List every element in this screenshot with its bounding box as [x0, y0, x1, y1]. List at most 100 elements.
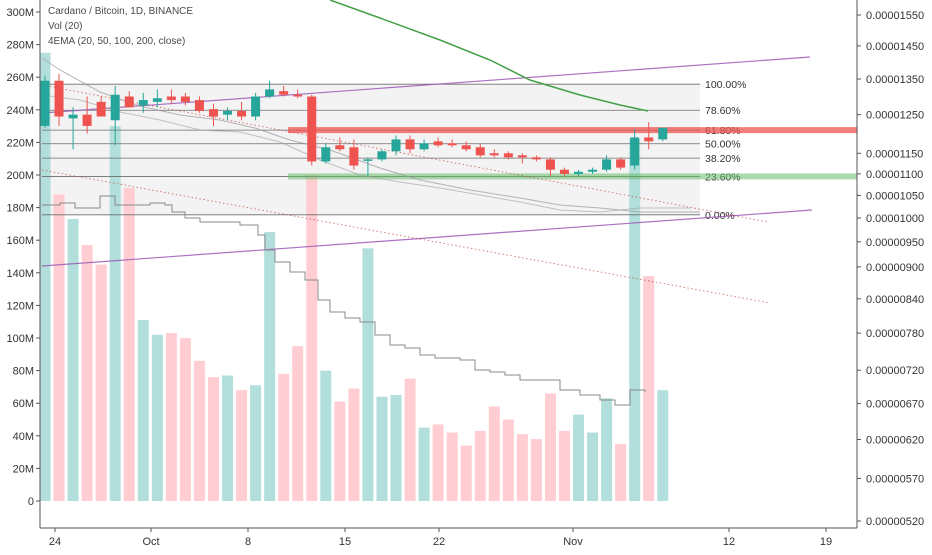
volume-ma-line: [42, 195, 646, 406]
left-tick-label: 180M: [6, 203, 34, 215]
volume-bar: [544, 393, 556, 501]
ema-200-line: [329, 0, 649, 112]
volume-bar: [264, 232, 276, 502]
candle-body: [588, 169, 598, 172]
candle-body: [630, 137, 640, 166]
volume-bar: [123, 188, 135, 502]
volume-bar: [376, 396, 388, 501]
right-tick-label: 0.00001150: [866, 148, 923, 160]
fib-label: 38.20%: [705, 153, 741, 165]
right-tick-label: 0.00001000: [866, 213, 924, 225]
fib-label: 0.00%: [705, 210, 735, 222]
left-tick-label: 300M: [6, 7, 34, 19]
fib-levels: 100.00%78.60%61.80%50.00%38.20%23.60%0.0…: [42, 79, 746, 222]
fib-label: 100.00%: [705, 79, 746, 91]
legend-ema-indicator: 4EMA (20, 50, 100, 200, close): [48, 36, 186, 47]
candle-body: [293, 94, 303, 97]
candle-body: [82, 114, 92, 126]
candle-body: [658, 127, 668, 140]
trendline-lower: [41, 169, 771, 304]
candle-body: [489, 153, 499, 156]
candle-body: [265, 89, 275, 97]
candle-body: [335, 145, 345, 150]
candle-body: [110, 94, 120, 121]
candle-body: [447, 143, 457, 146]
right-tick-label: 0.00001350: [866, 74, 924, 86]
volume-bar: [601, 398, 613, 501]
candle-body: [68, 114, 78, 119]
candle-body: [180, 96, 190, 102]
volume-bar: [334, 401, 346, 501]
candle-body: [194, 100, 204, 111]
volume-bar: [432, 424, 444, 501]
legend: Cardano / Bitcoin, 1D, BINANCE Vol (20) …: [48, 4, 193, 49]
volume-bar: [67, 219, 79, 501]
left-axis-ticks: 300M 280M 260M 240M 220M 200M 180M 160M 140M 120M…: [6, 7, 40, 508]
candle-body: [321, 147, 331, 162]
volume-bar: [292, 346, 304, 501]
right-axis-ticks: 0.00001550 0.00001450 0.00001350 0.00001250…: [857, 10, 924, 528]
right-tick-label: 0.00000900: [866, 262, 924, 274]
volume-bar: [558, 430, 570, 501]
left-tick-label: 80M: [13, 366, 34, 378]
candle-body: [307, 96, 317, 162]
candle-body: [124, 96, 134, 108]
left-tick-label: 260M: [6, 72, 34, 84]
candle-body: [391, 139, 401, 152]
right-tick-label: 0.00001050: [866, 190, 924, 202]
left-tick-label: 0: [28, 496, 34, 508]
candle-body: [96, 101, 106, 117]
candle-body: [377, 151, 387, 160]
candle-body: [616, 159, 626, 168]
volume-bar: [657, 390, 669, 501]
candle-body: [574, 171, 584, 174]
volume-bar: [165, 333, 177, 501]
candle-body: [54, 80, 64, 117]
candle-body: [517, 155, 527, 158]
candle-body: [138, 100, 148, 106]
x-tick-label: 15: [339, 536, 351, 548]
x-tick-label: 8: [245, 536, 251, 548]
volume-bar: [629, 139, 641, 501]
x-tick-label: Oct: [142, 536, 159, 548]
volume-bar: [151, 334, 163, 501]
candle-body: [644, 137, 654, 142]
candle-body: [251, 96, 261, 117]
volume-bar: [53, 194, 65, 501]
left-tick-label: 20M: [13, 463, 34, 475]
right-tick-label: 0.00000780: [866, 328, 924, 340]
volume-bar: [587, 432, 599, 501]
candle-body: [602, 159, 612, 170]
left-tick-label: 220M: [6, 137, 34, 149]
candle-body: [40, 80, 50, 126]
x-tick-label: 24: [49, 536, 61, 548]
candles: [40, 73, 668, 176]
volume-bar: [488, 406, 500, 501]
volume-bar: [615, 443, 627, 501]
right-tick-label: 0.00001250: [866, 110, 924, 122]
fib-label: 78.60%: [705, 105, 741, 117]
volume-bar: [474, 430, 486, 501]
ema-50-line: [41, 94, 690, 213]
x-tick-label: 12: [723, 536, 735, 548]
left-tick-label: 200M: [6, 170, 34, 182]
volume-bar: [278, 373, 290, 501]
volume-bars: [39, 52, 669, 502]
volume-bar: [516, 434, 528, 501]
candle-body: [433, 141, 443, 146]
x-axis-ticks: 24 Oct 8 15 22 Nov 12 19: [49, 528, 832, 548]
right-tick-label: 0.00000520: [866, 516, 924, 528]
right-tick-label: 0.00000950: [866, 237, 924, 249]
volume-bar: [446, 432, 458, 501]
left-tick-label: 240M: [6, 105, 34, 117]
candle-body: [223, 110, 233, 115]
fib-label: 50.00%: [705, 139, 741, 151]
volume-bar: [193, 360, 205, 501]
candle-body: [419, 143, 429, 150]
left-tick-label: 120M: [6, 300, 34, 312]
volume-bar: [250, 385, 262, 501]
candle-body: [166, 96, 176, 101]
volume-bar: [502, 419, 514, 501]
